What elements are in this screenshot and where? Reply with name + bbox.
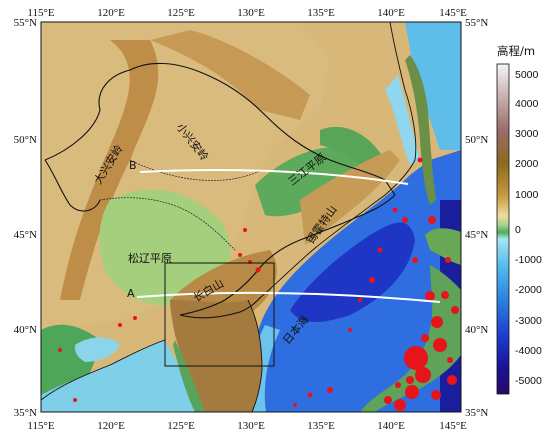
lon-tick-bottom: 145°E (439, 420, 467, 432)
lon-tick-top: 115°E (27, 7, 54, 19)
lon-tick-top: 130°E (237, 7, 265, 19)
profile-label-a: A (127, 287, 135, 300)
lat-tick-right: 50°N (465, 134, 488, 146)
colorbar-tick: 5000 (515, 69, 539, 81)
bohai-sea (74, 337, 120, 362)
sakhalin-island (405, 55, 436, 205)
lat-tick-left: 50°N (14, 134, 37, 146)
lon-tick-top: 120°E (97, 7, 125, 19)
sea-of-japan-deep (290, 222, 415, 322)
korean-west-lowland (173, 340, 205, 412)
profile-line-a (136, 291, 441, 303)
lon-ticks-bottom: 115°E 120°E 125°E 130°E 135°E 140°E 145°… (27, 420, 467, 432)
lat-ticks-left: 55°N 50°N 45°N 40°N 35°N (14, 17, 37, 419)
earthquake-epicenters (58, 157, 459, 411)
colorbar (496, 63, 510, 395)
songliao-plain-green (99, 189, 231, 306)
lon-tick-bottom: 135°E (307, 420, 335, 432)
lon-tick-bottom: 115°E (27, 420, 54, 432)
japan-hokkaido (425, 228, 461, 265)
lon-tick-top: 145°E (439, 7, 467, 19)
lat-tick-left: 35°N (14, 407, 37, 419)
border-china-east (179, 194, 396, 316)
study-region-box (164, 262, 275, 367)
colorbar-tick: 2000 (515, 158, 539, 170)
colorbar-tick: -2000 (515, 284, 542, 296)
profile-line-b (139, 168, 409, 185)
sanjiang-plain-green (255, 147, 361, 217)
sikhote-alin-tone (300, 150, 400, 245)
border-china-north (44, 62, 396, 196)
colorbar-tick: -4000 (515, 345, 542, 357)
lat-tick-right: 45°N (465, 229, 488, 241)
map-panel (41, 22, 461, 412)
border-korea (179, 295, 263, 319)
colorbar-title: 高程/m (497, 44, 535, 58)
lon-tick-bottom: 120°E (97, 420, 125, 432)
mountain-ridge-daxinganling (60, 40, 159, 300)
lon-tick-top: 140°E (377, 7, 405, 19)
colorbar-tick: 0 (515, 224, 521, 236)
lat-tick-left: 45°N (14, 229, 37, 241)
colorbar-tick: 1000 (515, 189, 539, 201)
lon-ticks-top: 115°E 120°E 125°E 130°E 135°E 140°E 145°… (27, 7, 467, 19)
coastline (41, 22, 417, 412)
lat-tick-right: 40°N (465, 324, 488, 336)
lon-tick-bottom: 125°E (167, 420, 195, 432)
border-china-mongolia (44, 159, 101, 212)
yellow-sea (41, 340, 205, 412)
colorbar-tick: -1000 (515, 254, 542, 266)
map-frame (40, 21, 462, 413)
colorbar-ticks: 5000 4000 3000 2000 1000 0 -1000 -2000 -… (515, 69, 542, 387)
lon-tick-bottom: 140°E (377, 420, 405, 432)
colorbar-tick: -3000 (515, 315, 542, 327)
profile-label-b: B (129, 159, 137, 172)
lon-tick-top: 135°E (307, 7, 335, 19)
label-songliao-plain: 松辽平原 (128, 251, 172, 265)
lon-tick-bottom: 130°E (237, 420, 265, 432)
lat-ticks-right: 55°N 50°N 45°N 40°N 35°N (465, 17, 488, 419)
colorbar-tick: 4000 (515, 98, 539, 110)
lat-tick-left: 40°N (14, 324, 37, 336)
tartar-strait (385, 75, 420, 165)
mountain-ridge-north (150, 30, 310, 120)
lat-tick-left: 55°N (14, 17, 37, 29)
colorbar-tick: -5000 (515, 375, 542, 387)
sea-of-okhotsk (405, 22, 461, 150)
lat-tick-right: 55°N (465, 17, 488, 29)
colorbar-tick: 3000 (515, 128, 539, 140)
lat-tick-right: 35°N (465, 407, 488, 419)
province-borders (99, 159, 263, 251)
lon-tick-top: 125°E (167, 7, 195, 19)
